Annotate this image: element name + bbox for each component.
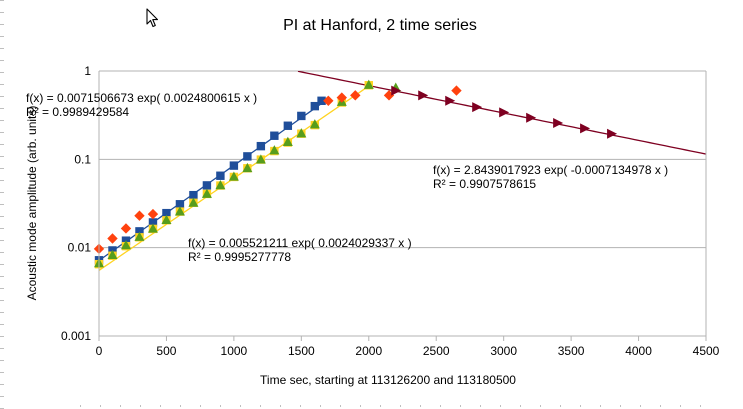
data-point [216,171,225,180]
trendline-equation: f(x) = 2.8439017923 exp( -0.0007134978 x… [433,163,668,177]
left-edge-dots [0,0,4,409]
x-tick-label: 2500 [423,344,450,358]
data-point [256,141,266,151]
data-point [201,188,212,198]
data-point [107,233,118,244]
data-point [147,223,158,233]
data-points [93,79,618,269]
data-point [580,123,591,134]
x-tick-label: 4500 [693,344,720,358]
data-point [255,154,266,164]
data-point [472,102,483,113]
data-point [499,107,510,118]
data-point [242,162,253,173]
data-point [202,181,212,190]
x-tick-label: 0 [96,344,103,358]
y-tick-label: 0.01 [68,241,92,255]
data-point [418,90,429,101]
chart-title: PI at Hanford, 2 time series [283,17,477,34]
data-point [310,101,320,111]
data-point [148,218,158,227]
data-point [147,208,159,220]
trendline-equation: f(x) = 0.0071506673 exp( 0.0024800615 x … [26,91,257,105]
data-point [282,136,293,146]
x-tick-label: 3500 [558,344,585,358]
data-point [120,240,131,250]
data-point [228,171,239,181]
y-axis-label: Acoustic mode amplitude (arb. units) [25,106,39,301]
x-tick-label: 500 [156,344,176,358]
data-point [243,152,252,161]
x-tick-label: 4000 [625,344,652,358]
data-point [270,131,279,140]
data-point [607,128,618,139]
trendline-r-squared: R² = 0.9989429584 [26,105,129,119]
data-point [269,145,280,155]
data-point [336,92,347,103]
data-point [350,90,361,101]
data-point [309,119,320,129]
x-tick-label: 1500 [288,344,315,358]
data-point [553,117,564,128]
x-tick-label: 3000 [490,344,517,358]
data-point [215,180,226,190]
data-point [134,210,145,221]
data-point [451,85,462,96]
y-tick-label: 0.1 [74,152,91,166]
data-point [175,200,185,209]
data-point [391,85,402,96]
data-point [162,208,171,218]
data-point [161,214,172,224]
grid [99,70,706,249]
trendline-r-squared: R² = 0.9995277778 [188,250,291,264]
data-point [297,111,306,121]
data-point [296,128,307,138]
trendline-equation: f(x) = 0.005521211 exp( 0.0024029337 x ) [188,236,412,250]
x-tick-label: 2000 [355,344,382,358]
data-point [134,231,145,241]
data-point [323,95,334,106]
data-point [363,79,374,89]
x-tick-label: 1000 [221,344,248,358]
data-point [189,190,198,200]
data-point [107,249,118,260]
data-point [283,121,293,130]
axes: 0.001 0.01 0.1 1 0 500 1000 1500 2000 2500 3000 350… [61,64,720,358]
annotations: f(x) = 0.0071506673 exp( 0.0024800615 x … [26,91,668,264]
data-point [317,96,326,105]
y-tick-label: 0.001 [61,329,91,343]
data-point [120,223,132,234]
y-tick-label: 1 [84,64,91,78]
data-point [135,227,144,236]
trendline-r-squared: R² = 0.9907578615 [433,177,536,191]
data-point [188,197,199,207]
data-point [526,112,537,123]
data-point [445,95,456,106]
bottom-edge-dots [80,405,720,407]
x-axis-label: Time sec, starting at 113126200 and 1131… [260,373,516,387]
mouse-cursor-icon [146,8,159,28]
data-point [174,206,185,216]
data-point [229,161,239,170]
